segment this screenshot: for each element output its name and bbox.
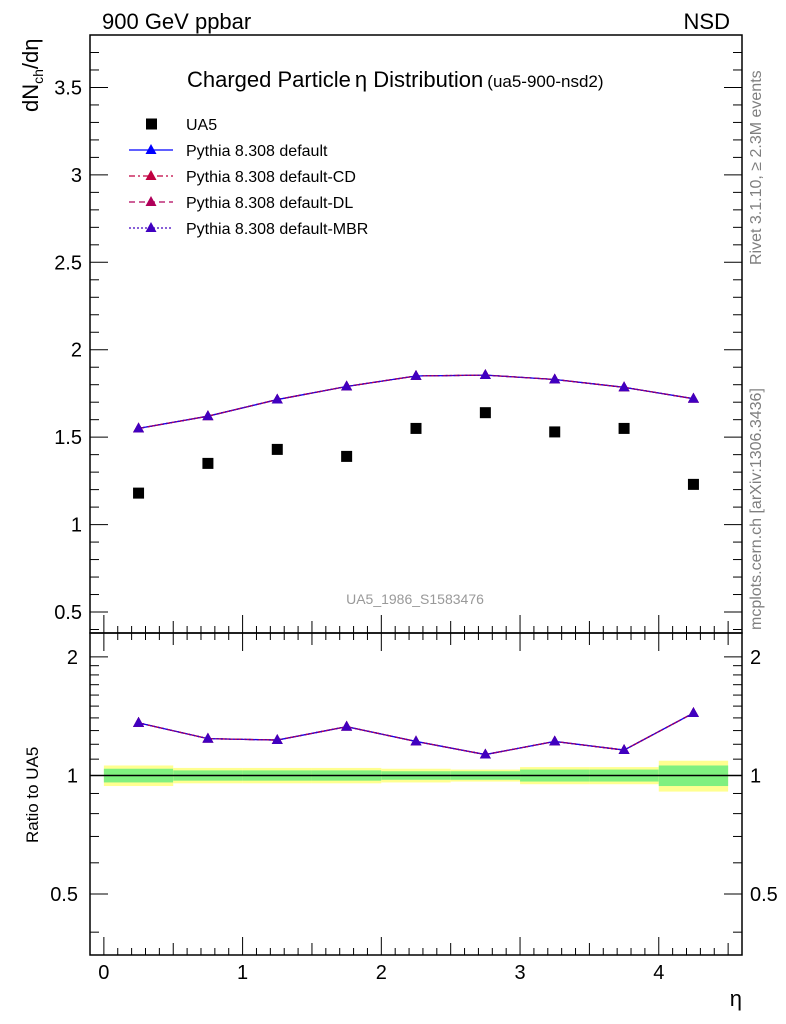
axes-ticks: 0 1 2 3 4 0.5 1 1.5 2 2.5 3 3.5 0.5 0.5 1 1 2 2 (50, 51, 778, 984)
data-point-ua5 (341, 450, 353, 462)
legend-label: Pythia 8.308 default (186, 143, 328, 160)
series-point-mbr (410, 370, 422, 380)
title-main: Charged Particle (187, 67, 351, 92)
series-line-default (138, 374, 694, 430)
ratio-line-cd (138, 712, 694, 756)
legend-label: Pythia 8.308 default-MBR (186, 221, 368, 238)
ratio-y-tick-label-right: 1 (750, 765, 761, 787)
series-point-mbr (479, 369, 491, 380)
ratio-point-mbr (410, 735, 422, 746)
legend-label: Pythia 8.308 default-CD (186, 169, 356, 186)
y-axis-label: dNch/dη (18, 38, 46, 112)
series-line-cd (138, 374, 694, 430)
y-tick-label: 1 (71, 515, 82, 537)
legend-marker-default (145, 144, 157, 154)
ratio-y-tick-label: 0.5 (50, 884, 78, 906)
data-point-ua5 (410, 422, 422, 434)
data-point-ua5 (549, 426, 561, 438)
ratio-point-mbr (133, 716, 145, 727)
series-point-mbr (687, 392, 699, 403)
legend: UA5 Pythia 8.308 default Pythia 8.308 defa… (129, 117, 368, 238)
data-point-ua5 (618, 422, 630, 434)
ratio-point-mbr (479, 748, 491, 759)
y-axis-label-tail: /dη (18, 38, 43, 69)
ratio-point-mbr (687, 707, 699, 718)
analysis-watermark: UA5_1986_S1583476 (346, 591, 484, 607)
series-line-dl (138, 374, 694, 430)
y-tick-label: 2.5 (54, 252, 82, 274)
y-tick-label: 2 (71, 340, 82, 362)
ratio-y-tick-label: 2 (67, 647, 78, 669)
title-tag: (ua5-900-nsd2) (487, 72, 603, 91)
legend-marker-mbr (145, 222, 157, 232)
ratio-point-mbr (271, 734, 283, 745)
x-tick-label: 3 (514, 962, 525, 984)
data-point-ua5 (202, 457, 214, 469)
process-label: NSD (684, 9, 730, 34)
y-axis-label-main: dN (18, 84, 43, 112)
ratio-plot-frame (89, 632, 743, 956)
ratio-y-tick-label-right: 2 (750, 647, 761, 669)
legend-marker-cd (145, 170, 157, 180)
rivet-label: Rivet 3.1.10, ≥ 2.3M events (748, 70, 765, 265)
x-tick-label: 1 (237, 962, 248, 984)
series-point-mbr (549, 373, 561, 384)
series-point-mbr (202, 410, 214, 421)
y-tick-label: 3.5 (54, 77, 82, 99)
plot-title: Charged Particle η Distribution (ua5-900-n… (187, 67, 604, 92)
legend-label: Pythia 8.308 default-DL (186, 195, 353, 212)
title-symbol: η (355, 67, 367, 92)
y-tick-label: 3 (71, 165, 82, 187)
x-axis-label: η (730, 986, 742, 1011)
series-line-mbr (138, 374, 694, 430)
ratio-point-mbr (341, 720, 353, 731)
data-point-ua5 (687, 478, 699, 490)
series-point-mbr (271, 393, 283, 404)
ratio-bands (90, 760, 742, 792)
title-tail: Distribution (367, 67, 483, 92)
x-tick-label: 2 (376, 962, 387, 984)
ratio-y-tick-label-right: 0.5 (750, 884, 778, 906)
y-tick-label: 1.5 (54, 427, 82, 449)
ratio-y-tick-label: 1 (67, 765, 78, 787)
data-point-ua5 (479, 407, 491, 419)
series-point-mbr (618, 381, 630, 392)
series-point-mbr (133, 422, 145, 433)
energy-label: 900 GeV ppbar (102, 9, 251, 34)
data-point-ua5 (133, 487, 145, 499)
data-point-ua5 (271, 443, 283, 455)
mcplots-label: mcplots.cern.ch [arXiv:1306.3436] (748, 388, 765, 630)
legend-label: UA5 (186, 117, 217, 134)
x-tick-label: 4 (653, 962, 664, 984)
series-point-mbr (341, 380, 353, 391)
ratio-line-mbr (138, 712, 694, 756)
ratio-point-mbr (549, 735, 561, 746)
x-tick-label: 0 (98, 962, 109, 984)
ratio-point-mbr (618, 744, 630, 755)
legend-marker-dl (145, 196, 157, 206)
y-tick-label: 0.5 (54, 602, 82, 624)
series-layer (133, 369, 699, 759)
ratio-point-mbr (202, 732, 214, 743)
y-axis-label-sub: ch (30, 69, 46, 84)
ratio-y-axis-label: Ratio to UA5 (23, 747, 42, 843)
legend-marker-data (146, 118, 157, 130)
